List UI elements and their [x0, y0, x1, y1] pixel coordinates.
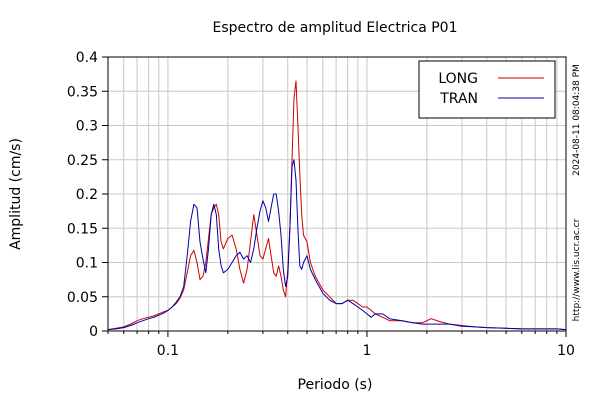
y-tick-label: 0.35	[67, 84, 98, 100]
x-tick-label: 10	[557, 343, 575, 359]
legend-label-long: LONG	[438, 71, 478, 87]
x-axis-label: Periodo (s)	[298, 377, 373, 393]
legend-label-tran: TRAN	[439, 91, 478, 107]
y-tick-label: 0	[89, 324, 98, 340]
url-text: http://www.lis.ucr.ac.cr	[572, 218, 582, 321]
y-tick-label: 0.25	[67, 153, 98, 169]
y-tick-label: 0.4	[76, 50, 98, 66]
legend-items: LONG TRAN	[438, 71, 544, 107]
series-layer	[107, 80, 567, 331]
y-tick-label: 0.15	[67, 221, 98, 237]
chart-title: Espectro de amplitud Electrica P01	[213, 20, 458, 36]
x-tick-label: 1	[362, 343, 371, 359]
y-tick-label: 0.05	[67, 290, 98, 306]
x-tick-label: 0.1	[157, 343, 179, 359]
y-axis-label: Amplitud (cm/s)	[8, 138, 24, 250]
y-tick-label: 0.3	[76, 119, 98, 135]
ticks-layer: 0 0.05 0.1 0.15 0.2 0.25 0.3 0.35 0.4 0.1 1 10	[67, 50, 575, 359]
y-tick-label: 0.2	[76, 187, 98, 203]
y-tick-label: 0.1	[76, 256, 98, 272]
legend: LONG TRAN	[418, 60, 556, 119]
legend-box	[418, 60, 556, 119]
series-line-tran	[107, 159, 567, 331]
timestamp-text: 2024-08-11 08:04:38 PM	[572, 64, 582, 176]
